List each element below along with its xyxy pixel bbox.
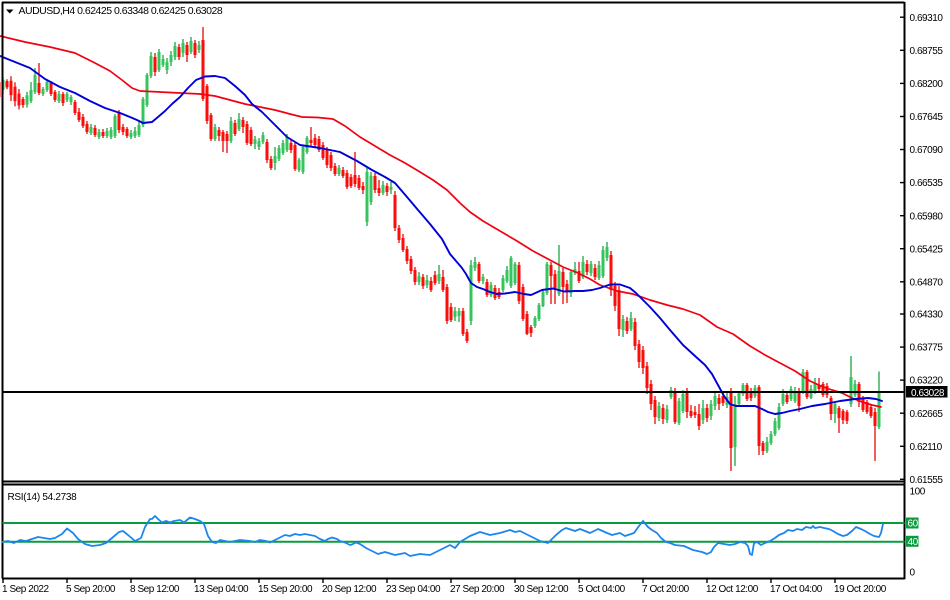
svg-text:5 Sep 20:00: 5 Sep 20:00 <box>66 584 116 595</box>
svg-text:1 Sep 2022: 1 Sep 2022 <box>2 584 50 595</box>
svg-text:0.62665: 0.62665 <box>910 409 944 420</box>
svg-text:0.64330: 0.64330 <box>910 310 944 321</box>
svg-text:40: 40 <box>908 537 919 548</box>
svg-text:100: 100 <box>910 487 926 498</box>
svg-text:20 Sep 12:00: 20 Sep 12:00 <box>322 584 377 595</box>
svg-text:0.68755: 0.68755 <box>910 46 944 57</box>
svg-text:0.67645: 0.67645 <box>910 112 944 123</box>
svg-text:19 Oct 20:00: 19 Oct 20:00 <box>834 584 887 595</box>
svg-text:7 Oct 20:00: 7 Oct 20:00 <box>642 584 690 595</box>
svg-text:0.69310: 0.69310 <box>910 13 944 24</box>
svg-text:0.64870: 0.64870 <box>910 277 944 288</box>
svg-text:0.62110: 0.62110 <box>910 442 943 453</box>
svg-text:0: 0 <box>910 568 916 579</box>
svg-text:5 Oct 04:00: 5 Oct 04:00 <box>578 584 626 595</box>
svg-text:12 Oct 12:00: 12 Oct 12:00 <box>706 584 759 595</box>
svg-text:17 Oct 04:00: 17 Oct 04:00 <box>770 584 823 595</box>
svg-text:27 Sep 20:00: 27 Sep 20:00 <box>450 584 505 595</box>
svg-text:RSI(14) 54.2738: RSI(14) 54.2738 <box>8 492 78 503</box>
svg-text:0.61555: 0.61555 <box>910 475 944 486</box>
svg-text:0.67090: 0.67090 <box>910 145 944 156</box>
svg-text:13 Sep 04:00: 13 Sep 04:00 <box>194 584 249 595</box>
svg-text:0.63028: 0.63028 <box>911 388 945 399</box>
svg-text:0.65425: 0.65425 <box>910 244 944 255</box>
svg-text:AUDUSD,H4 0.62425 0.63348 0.6: AUDUSD,H4 0.62425 0.63348 0.62425 0.6302… <box>19 5 223 17</box>
svg-text:0.66535: 0.66535 <box>910 178 944 189</box>
svg-text:0.63775: 0.63775 <box>910 343 944 354</box>
svg-text:60: 60 <box>908 519 919 530</box>
svg-text:0.65980: 0.65980 <box>910 211 944 222</box>
svg-text:23 Sep 04:00: 23 Sep 04:00 <box>386 584 441 595</box>
svg-text:0.63220: 0.63220 <box>910 376 944 387</box>
svg-text:8 Sep 12:00: 8 Sep 12:00 <box>130 584 180 595</box>
svg-text:0.68200: 0.68200 <box>910 79 944 90</box>
svg-text:15 Sep 20:00: 15 Sep 20:00 <box>258 584 313 595</box>
svg-text:30 Sep 12:00: 30 Sep 12:00 <box>514 584 569 595</box>
